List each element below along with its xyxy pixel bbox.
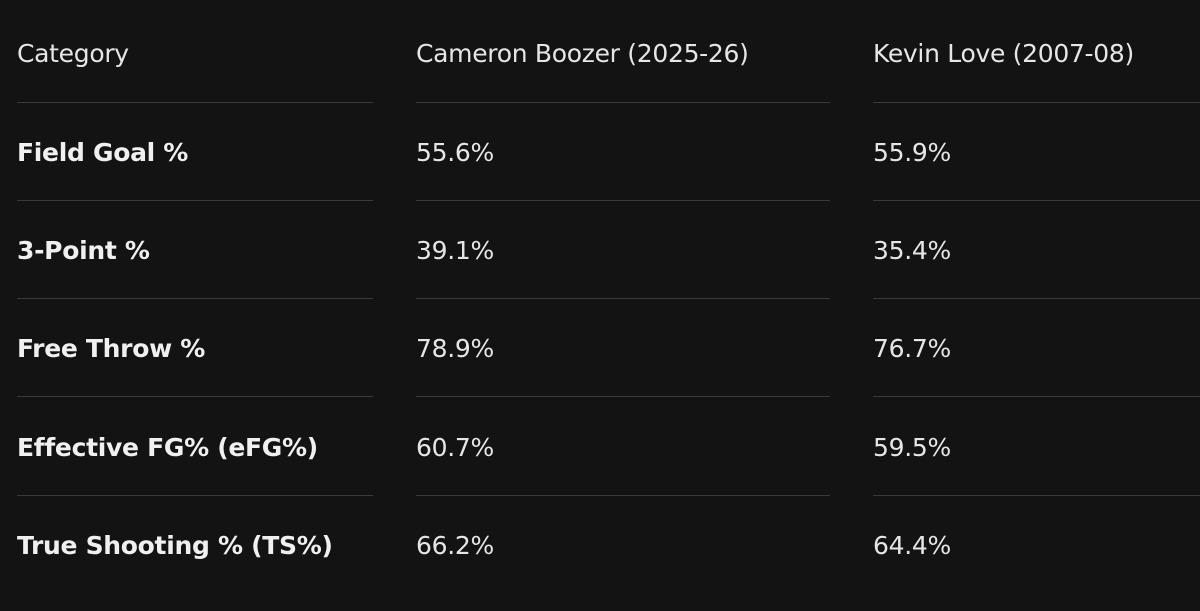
value-cell: 55.9% bbox=[873, 138, 951, 167]
category-cell: Field Goal % bbox=[17, 138, 189, 167]
value-cell: 66.2% bbox=[416, 530, 494, 560]
row-divider bbox=[17, 102, 373, 103]
value-cell: 76.7% bbox=[873, 334, 951, 364]
value-cell: 64.4% bbox=[873, 530, 951, 560]
row-divider bbox=[416, 102, 830, 103]
category-cell: True Shooting % (TS%) bbox=[17, 530, 333, 560]
value-cell: 60.7% bbox=[416, 432, 494, 462]
row-divider bbox=[416, 200, 830, 201]
value-cell: 55.6% bbox=[416, 138, 494, 167]
row-divider bbox=[17, 495, 373, 496]
row-divider bbox=[873, 495, 1200, 496]
row-divider bbox=[873, 298, 1200, 299]
row-divider bbox=[873, 200, 1200, 201]
category-cell: 3-Point % bbox=[17, 236, 150, 266]
category-cell: Effective FG% (eFG%) bbox=[17, 432, 318, 462]
row-divider bbox=[873, 102, 1200, 103]
value-cell: 35.4% bbox=[873, 236, 951, 266]
value-cell: 78.9% bbox=[416, 334, 494, 364]
value-cell: 59.5% bbox=[873, 432, 951, 462]
row-divider bbox=[17, 298, 373, 299]
row-divider bbox=[416, 495, 830, 496]
header-cell: Category bbox=[17, 39, 129, 68]
category-cell: Free Throw % bbox=[17, 334, 206, 364]
header-cell: Cameron Boozer (2025-26) bbox=[416, 39, 749, 68]
value-cell: 39.1% bbox=[416, 236, 494, 266]
row-divider bbox=[416, 298, 830, 299]
header-cell: Kevin Love (2007-08) bbox=[873, 39, 1134, 68]
row-divider bbox=[17, 396, 373, 397]
row-divider bbox=[17, 200, 373, 201]
row-divider bbox=[873, 396, 1200, 397]
row-divider bbox=[416, 396, 830, 397]
